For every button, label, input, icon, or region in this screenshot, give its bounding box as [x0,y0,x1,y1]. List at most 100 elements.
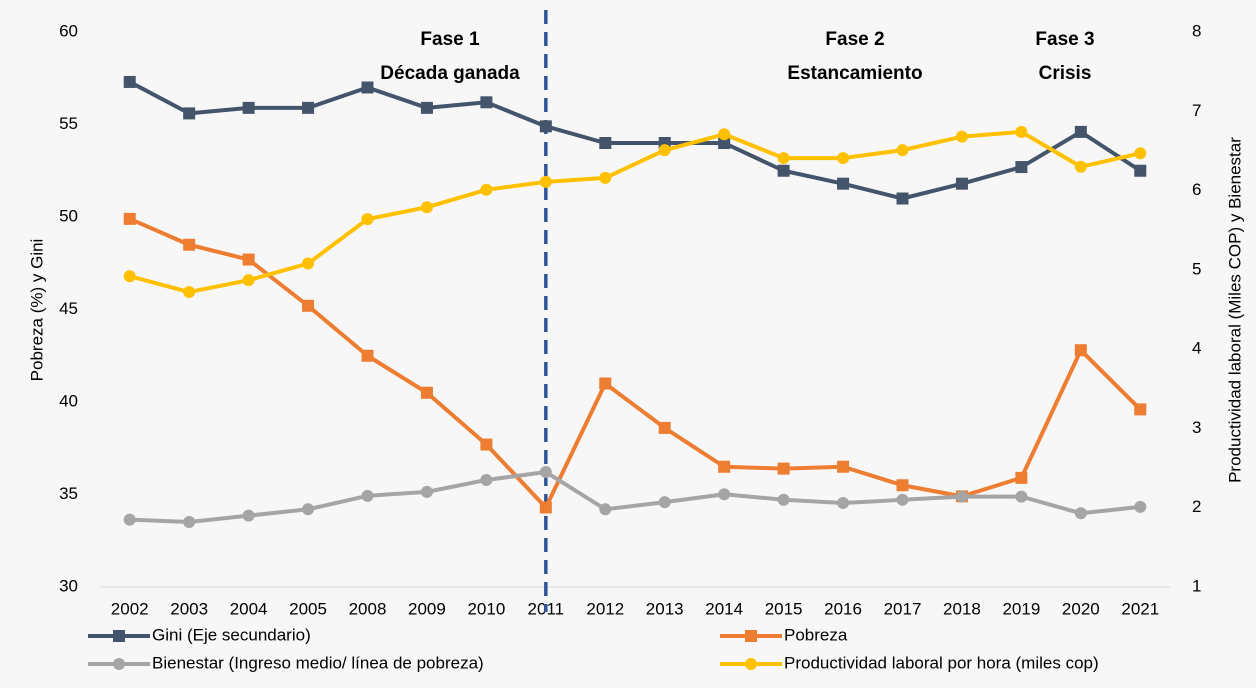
legend-marker [745,658,757,670]
marker [480,96,493,109]
marker [599,137,612,149]
marker [539,466,552,479]
series-line [128,80,1142,201]
y-tick-label: 40 [59,391,78,410]
marker [1134,147,1147,160]
marker [1015,125,1028,138]
marker [777,493,790,506]
annotation: Fase 1 [420,29,480,50]
x-tick-label: 2016 [824,599,862,618]
marker [480,473,493,486]
marker [1015,161,1028,174]
legend-marker [113,658,125,670]
marker [599,377,612,390]
x-tick-label: 2021 [1121,599,1159,618]
x-tick-label: 2008 [349,599,387,618]
marker [242,253,255,266]
x-tick-label: 2012 [586,599,624,618]
marker [420,485,433,498]
marker [837,177,850,190]
marker [302,503,315,516]
legend-label: Bienestar (Ingreso medio/ línea de pobre… [152,653,484,672]
marker [123,75,136,88]
x-tick-label: 2005 [289,599,327,618]
marker [955,490,968,503]
y2-axis-label: Productividad laboral (Miles COP) y Bien… [1225,137,1244,483]
marker [302,101,315,114]
marker [420,386,433,399]
marker [718,460,731,473]
annotation: Fase 2 [825,29,884,50]
x-tick-label: 2014 [705,599,743,618]
x-tick-label: 2010 [467,599,505,618]
x-tick-label: 2020 [1062,599,1100,618]
marker [361,349,374,362]
marker [302,257,315,270]
marker [361,213,374,226]
series-line [128,217,1142,510]
marker [896,493,909,506]
marker [183,515,196,528]
marker [896,144,909,157]
marker [183,286,196,299]
y-tick-label: 60 [59,21,78,40]
x-tick-label: 2013 [646,599,684,618]
x-tick-label: 2002 [111,599,149,618]
marker [718,137,731,149]
series-line [129,470,1141,524]
marker [420,201,433,214]
marker [1015,471,1028,484]
y-axis-label: Pobreza (%) y Gini [27,239,46,382]
marker [896,479,909,492]
marker [599,503,612,516]
marker [242,274,255,287]
marker [837,460,850,473]
marker [361,489,374,502]
marker [1015,490,1028,503]
marker [1074,507,1087,520]
marker [1074,344,1087,357]
legend-label: Pobreza [784,625,848,644]
marker [777,164,790,177]
y2-tick-label: 7 [1192,101,1201,120]
marker [539,501,552,514]
marker [837,152,850,165]
marker [658,496,671,509]
legend-marker [113,630,125,642]
y2-tick-label: 5 [1192,259,1201,278]
y-tick-label: 55 [59,114,78,133]
x-tick-label: 2004 [230,599,268,618]
marker [1074,125,1087,138]
marker [302,299,315,312]
marker [539,120,552,133]
x-tick-label: 2015 [765,599,803,618]
marker [1134,500,1147,513]
x-tick-label: 2019 [1002,599,1040,618]
annotation: Década ganada [380,63,520,84]
annotation: Crisis [1039,63,1092,84]
x-tick-label: 2017 [884,599,922,618]
annotation: Fase 3 [1035,29,1094,50]
marker [480,183,493,196]
series-line [129,129,1141,295]
marker [242,509,255,522]
marker [480,438,493,451]
legend-label: Productividad laboral por hora (miles co… [784,653,1099,672]
marker [718,128,731,141]
y-tick-label: 50 [59,206,78,225]
marker [777,462,790,475]
y2-tick-label: 1 [1192,576,1201,595]
y-tick-label: 45 [59,299,78,318]
marker [1134,164,1147,177]
marker [896,192,909,205]
marker [183,107,196,120]
marker [123,270,136,283]
marker [123,212,136,225]
legend-marker [745,630,757,642]
marker [1134,403,1147,416]
marker [123,513,136,526]
marker [539,175,552,188]
marker [718,488,731,501]
marker [955,130,968,143]
